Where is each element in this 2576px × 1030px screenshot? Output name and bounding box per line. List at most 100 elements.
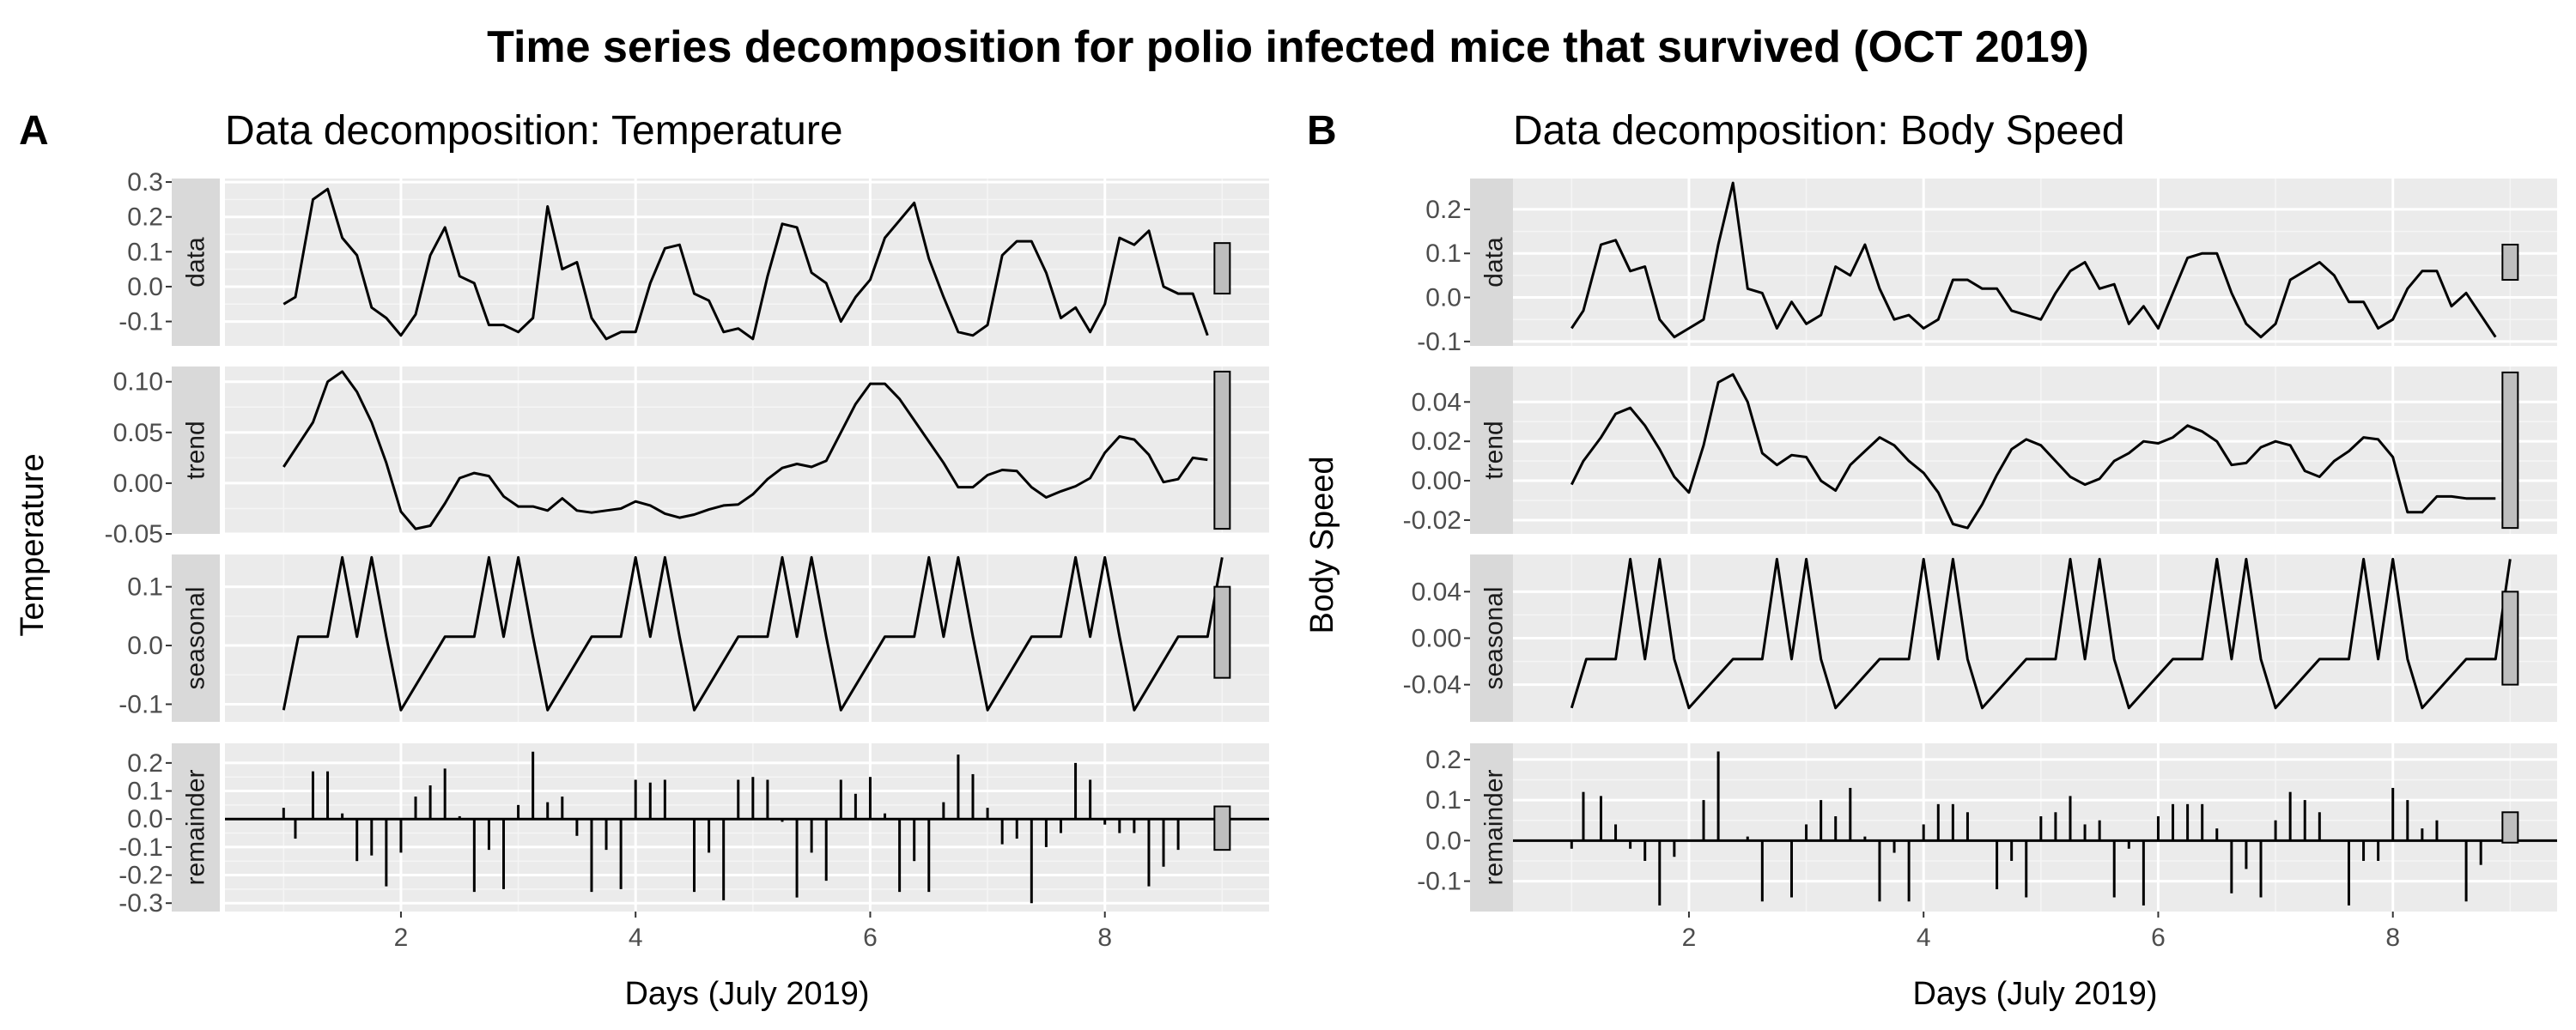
facet-strip-label: remainder bbox=[1480, 769, 1509, 885]
facet-strip-label: remainder bbox=[182, 769, 210, 885]
panel-b: B Data decomposition: Body Speed data -0.1 0… bbox=[1304, 108, 2557, 1012]
y-axis-ticks: -0.1 0.0 0.1 0.2 bbox=[1417, 746, 1470, 896]
plot-background bbox=[225, 179, 1269, 346]
y-tick-label: 0.0 bbox=[127, 273, 163, 301]
y-tick-label: 0.2 bbox=[1425, 196, 1461, 224]
x-axis-label: Days (July 2019) bbox=[624, 976, 869, 1012]
gridlines bbox=[1513, 554, 2557, 722]
y-axis-ticks: -0.1 0.0 0.1 bbox=[118, 573, 172, 718]
y-tick-label: 0.00 bbox=[113, 470, 163, 498]
x-tick-label: 6 bbox=[2151, 924, 2166, 952]
plot-background bbox=[225, 554, 1269, 722]
x-tick-label: 8 bbox=[2385, 924, 2400, 952]
y-tick-label: 0.2 bbox=[127, 749, 163, 778]
y-tick-label: -0.2 bbox=[118, 862, 163, 890]
facet-strip bbox=[172, 179, 220, 346]
panels: A Data decomposition: Temperature data -0.1… bbox=[15, 108, 2557, 1012]
x-tick-label: 4 bbox=[1917, 924, 1931, 952]
gridlines bbox=[225, 743, 1269, 912]
facet-trend: trend -0.02 0.00 0.02 0.04 bbox=[1403, 367, 2557, 535]
y-tick-label: 0.10 bbox=[113, 368, 163, 397]
y-tick-label: -0.1 bbox=[1417, 328, 1461, 356]
y-tick-label: 0.1 bbox=[127, 573, 163, 602]
facet-strip-label: data bbox=[182, 237, 210, 288]
y-tick-label: 0.04 bbox=[1412, 578, 1461, 606]
trend-series-line bbox=[283, 370, 1208, 530]
y-tick-label: 0.1 bbox=[127, 238, 163, 266]
y-tick-label: 0.00 bbox=[1412, 467, 1461, 495]
y-tick-label: 0.04 bbox=[1412, 388, 1461, 416]
facet-strip-label: trend bbox=[182, 421, 210, 479]
y-tick-label: 0.2 bbox=[1425, 746, 1461, 774]
y-tick-label: -0.3 bbox=[118, 889, 163, 918]
y-axis-label: Body Speed bbox=[1304, 456, 1340, 633]
facet-strip bbox=[172, 554, 220, 722]
plot-background bbox=[1513, 743, 2557, 912]
remainder-bars bbox=[1570, 751, 2482, 906]
y-tick-label: 0.0 bbox=[1425, 827, 1461, 855]
y-tick-label: -0.05 bbox=[105, 520, 163, 548]
plot-background bbox=[225, 743, 1269, 912]
y-tick-label: -0.1 bbox=[118, 833, 163, 862]
y-tick-label: 0.00 bbox=[1412, 625, 1461, 653]
facet-strip bbox=[1470, 554, 1518, 722]
panel-letter: B bbox=[1307, 108, 1337, 154]
y-tick-label: -0.1 bbox=[118, 690, 163, 718]
y-axis-ticks: -0.05 0.00 0.05 0.10 bbox=[105, 368, 172, 548]
scale-bar bbox=[1213, 370, 1231, 530]
x-axis-label: Days (July 2019) bbox=[1912, 976, 2157, 1012]
y-tick-label: 0.3 bbox=[127, 168, 163, 197]
y-axis-ticks: -0.02 0.00 0.02 0.04 bbox=[1403, 388, 1470, 535]
x-tick-label: 8 bbox=[1097, 924, 1112, 952]
y-tick-label: 0.1 bbox=[1425, 239, 1461, 268]
y-tick-label: -0.02 bbox=[1403, 506, 1461, 535]
panel-letter: A bbox=[19, 108, 49, 154]
facet-data: data -0.1 0.0 0.1 0.2 bbox=[1417, 179, 2557, 356]
x-tick-label: 2 bbox=[1682, 924, 1697, 952]
y-tick-label: 0.0 bbox=[127, 632, 163, 660]
plot-background bbox=[1513, 367, 2557, 534]
scale-bar bbox=[1213, 242, 1231, 295]
figure-title: Time series decomposition for polio infe… bbox=[487, 22, 2089, 72]
scale-bar bbox=[2501, 591, 2519, 686]
y-tick-label: -0.1 bbox=[1417, 868, 1461, 896]
y-axis-ticks: -0.04 0.00 0.04 bbox=[1403, 578, 1470, 700]
facet-strip-label: data bbox=[1480, 237, 1509, 288]
gridlines bbox=[225, 367, 1269, 536]
gridlines bbox=[225, 179, 1269, 346]
seasonal-series-line bbox=[1570, 557, 2512, 710]
panel-title: Data decomposition: Body Speed bbox=[1513, 108, 2124, 154]
y-axis-ticks: -0.3-0.2-0.10.00.10.2 bbox=[118, 749, 172, 918]
facet-seasonal: seasonal -0.1 0.0 0.1 bbox=[118, 554, 1269, 722]
panel-title: Data decomposition: Temperature bbox=[225, 108, 843, 154]
y-tick-label: 0.1 bbox=[1425, 786, 1461, 815]
x-tick-label: 2 bbox=[394, 924, 409, 952]
facet-seasonal: seasonal -0.04 0.00 0.04 bbox=[1403, 554, 2557, 722]
facet-remainder: remainder -0.1 0.0 0.1 0.2 bbox=[1417, 743, 2557, 912]
scale-bar bbox=[2501, 243, 2519, 282]
facet-strip-label: seasonal bbox=[182, 586, 210, 689]
facet-data: data -0.1 0.0 0.1 0.2 0.3 bbox=[118, 168, 1269, 346]
trend-series-line bbox=[1570, 373, 2496, 530]
plot-background bbox=[1513, 179, 2557, 346]
facet-strip bbox=[172, 743, 220, 912]
facet-strip bbox=[172, 367, 220, 534]
facet-trend: trend -0.05 0.00 0.05 0.10 bbox=[105, 367, 1269, 548]
y-tick-label: 0.0 bbox=[127, 805, 163, 833]
seasonal-series-line bbox=[282, 555, 1224, 712]
x-axis: 2 4 6 8 Days (July 2019) bbox=[394, 912, 1112, 1012]
facet-strip-label: seasonal bbox=[1480, 586, 1509, 689]
y-axis-ticks: -0.1 0.0 0.1 0.2 bbox=[1417, 196, 1470, 356]
panel-a: A Data decomposition: Temperature data -0.1… bbox=[15, 108, 1269, 1012]
y-tick-label: 0.05 bbox=[113, 419, 163, 447]
data-series-line bbox=[283, 187, 1209, 341]
scale-bar bbox=[1213, 585, 1231, 679]
y-tick-label: -0.1 bbox=[118, 308, 163, 336]
scale-bar bbox=[2501, 811, 2519, 844]
scale-bar bbox=[1213, 805, 1231, 851]
y-tick-label: 0.02 bbox=[1412, 427, 1461, 456]
y-axis-ticks: -0.1 0.0 0.1 0.2 0.3 bbox=[118, 168, 172, 336]
x-tick-label: 6 bbox=[863, 924, 878, 952]
y-tick-label: 0.2 bbox=[127, 203, 163, 232]
